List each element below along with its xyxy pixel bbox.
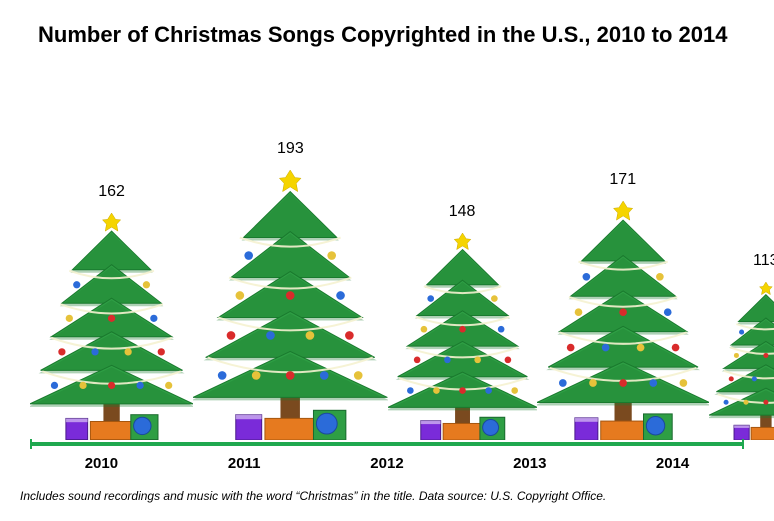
tree-column: 171 (537, 171, 709, 440)
x-axis-label: 2012 (316, 455, 459, 472)
chart-area: 162 193 148 171 113 (30, 100, 744, 440)
x-axis-labels: 20102011201220132014 (30, 455, 744, 472)
tree-icon (537, 201, 709, 440)
x-axis-label: 2013 (458, 455, 601, 472)
tree-column: 148 (388, 203, 537, 440)
tree-column: 113 (709, 252, 774, 440)
chart-title: Number of Christmas Songs Copyrighted in… (38, 22, 727, 48)
value-label: 113 (753, 252, 774, 270)
value-label: 193 (277, 140, 304, 158)
tree-icon (193, 170, 387, 440)
x-axis-label: 2011 (173, 455, 316, 472)
tree-column: 162 (30, 183, 193, 440)
chart-footnote: Includes sound recordings and music with… (20, 489, 606, 503)
value-label: 171 (609, 171, 636, 189)
value-label: 148 (449, 203, 476, 221)
x-axis-line (30, 442, 744, 446)
value-label: 162 (98, 183, 125, 201)
tree-icon (388, 233, 537, 440)
tree-icon (709, 282, 774, 440)
x-axis-label: 2010 (30, 455, 173, 472)
tree-column: 193 (193, 140, 387, 440)
x-axis-label: 2014 (601, 455, 744, 472)
tree-icon (30, 213, 193, 440)
